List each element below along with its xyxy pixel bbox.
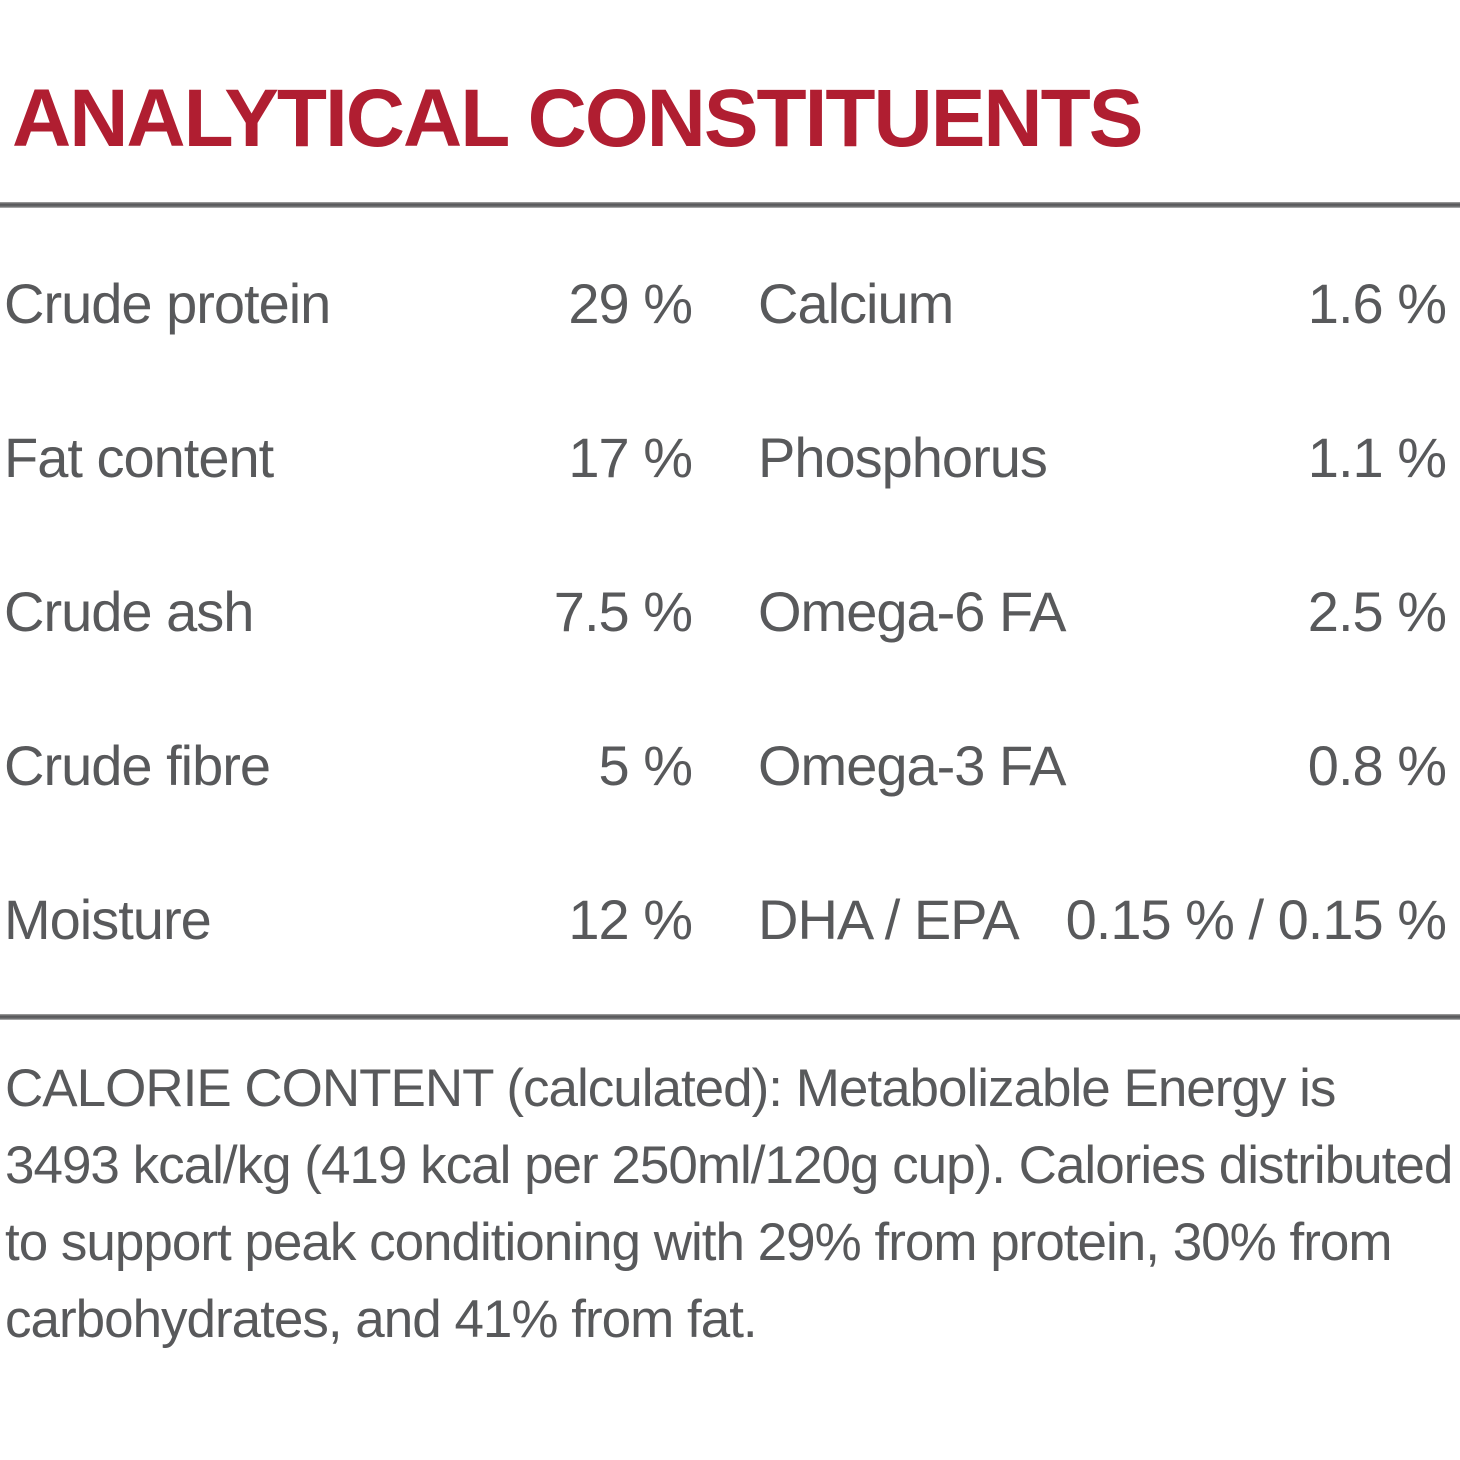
constituent-value: 0.15 % / 0.15 % [1065, 887, 1447, 951]
table-row: Omega-6 FA 2.5 % [758, 534, 1447, 688]
constituent-label: Calcium [758, 271, 954, 335]
constituent-value: 17 % [568, 425, 693, 489]
constituent-value: 5 % [598, 733, 693, 797]
constituent-label: Crude protein [4, 271, 331, 335]
constituent-label: Phosphorus [758, 425, 1048, 489]
constituent-value: 29 % [568, 271, 693, 335]
constituent-value: 12 % [568, 887, 693, 951]
constituent-label: Crude fibre [4, 733, 271, 797]
table-row: Phosphorus 1.1 % [758, 380, 1447, 534]
constituent-label: DHA / EPA [758, 887, 1020, 951]
constituent-label: Fat content [4, 425, 274, 489]
table-row: Crude ash 7.5 % [4, 534, 693, 688]
table-row: Crude protein 29 % [4, 226, 693, 380]
calorie-content-text: CALORIE CONTENT (calculated): Metaboliza… [5, 1059, 1453, 1349]
constituent-value: 7.5 % [553, 579, 693, 643]
divider-top [0, 202, 1460, 208]
constituent-value: 2.5 % [1307, 579, 1447, 643]
constituent-label: Omega-3 FA [758, 733, 1066, 797]
constituent-label: Omega-6 FA [758, 579, 1066, 643]
constituents-table: Crude protein 29 % Calcium 1.6 % Fat con… [0, 208, 1460, 996]
constituent-value: 1.6 % [1307, 271, 1447, 335]
table-row: DHA / EPA 0.15 % / 0.15 % [758, 842, 1447, 996]
table-row: Crude fibre 5 % [4, 688, 693, 842]
table-row: Omega-3 FA 0.8 % [758, 688, 1447, 842]
constituent-value: 0.8 % [1307, 733, 1447, 797]
constituent-label: Moisture [4, 887, 212, 951]
table-row: Calcium 1.6 % [758, 226, 1447, 380]
constituent-value: 1.1 % [1307, 425, 1447, 489]
table-row: Moisture 12 % [4, 842, 693, 996]
constituent-label: Crude ash [4, 579, 254, 643]
page-title: ANALYTICAL CONSTITUENTS [12, 73, 1143, 164]
table-row: Fat content 17 % [4, 380, 693, 534]
divider-bottom [0, 1014, 1460, 1020]
